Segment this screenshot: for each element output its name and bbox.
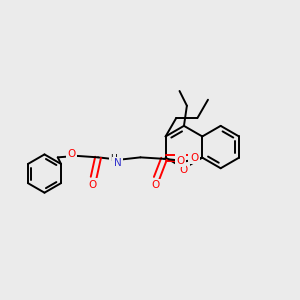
Text: N: N <box>114 158 122 168</box>
Text: O: O <box>88 180 96 190</box>
Text: O: O <box>68 149 76 159</box>
Text: O: O <box>180 165 188 175</box>
Text: O: O <box>151 180 159 190</box>
Text: H: H <box>111 154 117 163</box>
Text: O: O <box>177 156 185 166</box>
Text: O: O <box>190 153 198 163</box>
